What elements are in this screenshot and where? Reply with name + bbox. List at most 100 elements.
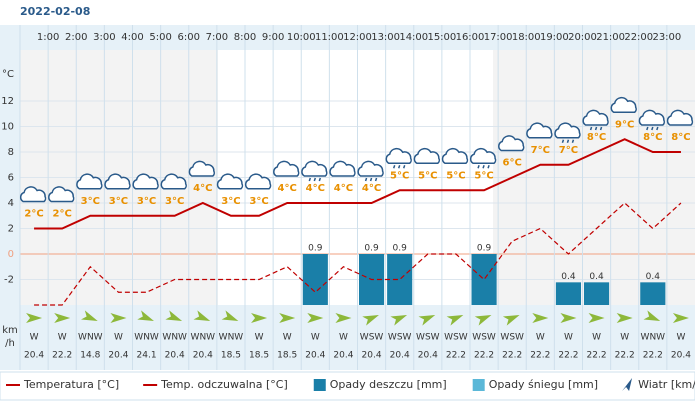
wind-direction: W bbox=[255, 333, 264, 343]
legend bbox=[0, 371, 695, 401]
wind-arrow bbox=[588, 313, 605, 323]
temp-label: 4°C bbox=[362, 183, 381, 194]
axis-panel bbox=[0, 25, 20, 370]
cloud bbox=[413, 147, 440, 164]
temp-label: 9°C bbox=[615, 119, 634, 130]
cloud bbox=[385, 147, 412, 164]
bar bbox=[555, 282, 581, 305]
weather-icon bbox=[188, 160, 215, 177]
weather-icon bbox=[48, 186, 75, 203]
legend-label: Opady śniegu [mm] bbox=[489, 378, 598, 391]
temp-label: 8°C bbox=[587, 132, 606, 143]
weather-icon bbox=[666, 109, 694, 126]
weather-icon bbox=[413, 147, 440, 164]
temp-label: 2°C bbox=[53, 209, 72, 220]
wind-speed: 22.2 bbox=[502, 351, 522, 361]
wind-direction: W bbox=[339, 333, 348, 343]
temp-label: 5°C bbox=[418, 170, 437, 181]
weather-icon bbox=[132, 173, 159, 190]
temp-label: 5°C bbox=[474, 170, 493, 181]
x-tick-label: 15:00 bbox=[427, 32, 456, 43]
bar bbox=[302, 254, 328, 305]
bar bbox=[584, 282, 610, 305]
temp-label: 7°C bbox=[559, 145, 578, 156]
bar-label: 0.9 bbox=[477, 244, 492, 254]
cloud bbox=[582, 109, 609, 126]
wind-arrow bbox=[26, 313, 43, 323]
temp-label: 3°C bbox=[249, 196, 268, 207]
rain-drop bbox=[561, 139, 565, 143]
wind-direction: WNW bbox=[191, 333, 216, 343]
bar-label: 0.4 bbox=[646, 272, 661, 282]
wind-speed: 18.5 bbox=[221, 351, 241, 361]
cloud bbox=[19, 186, 47, 203]
weather-icon bbox=[610, 96, 637, 113]
y-tick-label: 8 bbox=[8, 147, 14, 158]
y-axis-label: °C bbox=[2, 69, 14, 80]
rain-drop bbox=[566, 139, 570, 143]
x-tick-label: 11:00 bbox=[315, 32, 344, 43]
temp-label: 3°C bbox=[221, 196, 240, 207]
temp-label: 3°C bbox=[81, 196, 100, 207]
wind-direction: W bbox=[620, 333, 629, 343]
weather-icon bbox=[469, 147, 497, 169]
temp-label: 6°C bbox=[503, 158, 522, 169]
temp-label: 8°C bbox=[671, 132, 690, 143]
rain-drop bbox=[313, 177, 317, 182]
wind-speed: 20.4 bbox=[418, 351, 438, 361]
bar bbox=[471, 254, 497, 305]
bar-label: 0.4 bbox=[589, 272, 604, 282]
bar-label: 0.4 bbox=[561, 272, 576, 282]
wind-direction: WSW bbox=[416, 333, 440, 343]
wind-arrow bbox=[643, 310, 661, 322]
rain-drop bbox=[477, 165, 480, 169]
temp-label: 5°C bbox=[446, 170, 465, 181]
wind-arrow bbox=[307, 313, 324, 323]
wind-speed: 22.2 bbox=[615, 351, 635, 361]
x-tick-label: 5:00 bbox=[149, 32, 171, 43]
bar-label: 0.9 bbox=[364, 244, 379, 254]
rain-drop bbox=[656, 126, 659, 131]
wind-speed: 20.4 bbox=[390, 351, 410, 361]
rain-drop bbox=[397, 165, 401, 169]
y-tick-label: 2 bbox=[8, 224, 14, 235]
x-tick-label: 9:00 bbox=[262, 32, 284, 43]
cloud bbox=[301, 160, 328, 177]
weather-icon bbox=[554, 122, 581, 143]
temp-label: 2°C bbox=[24, 209, 43, 220]
cloud bbox=[216, 173, 244, 190]
wind-speed: 22.2 bbox=[558, 351, 578, 361]
weather-icon bbox=[160, 173, 187, 190]
wind-arrow bbox=[616, 313, 633, 323]
cloud bbox=[329, 160, 356, 177]
cloud bbox=[48, 186, 75, 203]
wind-speed: 14.8 bbox=[80, 351, 100, 361]
wind-arrow bbox=[110, 313, 127, 323]
wind-arrow bbox=[81, 310, 98, 322]
bar-label: 0.9 bbox=[308, 244, 323, 254]
wind-direction: WSW bbox=[360, 333, 384, 343]
weather-icon bbox=[385, 147, 412, 169]
wind-direction: WNW bbox=[134, 333, 159, 343]
y-tick-label: 4 bbox=[8, 198, 14, 209]
hour-band bbox=[0, 25, 695, 50]
x-tick-label: 17:00 bbox=[484, 32, 513, 43]
wind-arrow bbox=[54, 313, 71, 323]
x-tick-label: 21:00 bbox=[596, 32, 625, 43]
x-tick-label: 3:00 bbox=[93, 32, 115, 43]
x-tick-label: 7:00 bbox=[206, 32, 228, 43]
legend-label: Temperatura [°C] bbox=[23, 378, 119, 391]
wind-arrow bbox=[251, 313, 268, 323]
cloud bbox=[160, 173, 187, 190]
wind-direction: W bbox=[592, 333, 601, 343]
temp-label: 4°C bbox=[334, 183, 353, 194]
weather-icon bbox=[19, 186, 47, 203]
y-tick-label: 10 bbox=[1, 122, 14, 133]
cloud bbox=[357, 160, 384, 177]
wind-direction: W bbox=[283, 333, 292, 343]
rain-drop bbox=[646, 126, 649, 131]
rain-drop bbox=[482, 165, 485, 169]
temp-label: 4°C bbox=[278, 183, 297, 194]
x-tick-label: 6:00 bbox=[178, 32, 200, 43]
